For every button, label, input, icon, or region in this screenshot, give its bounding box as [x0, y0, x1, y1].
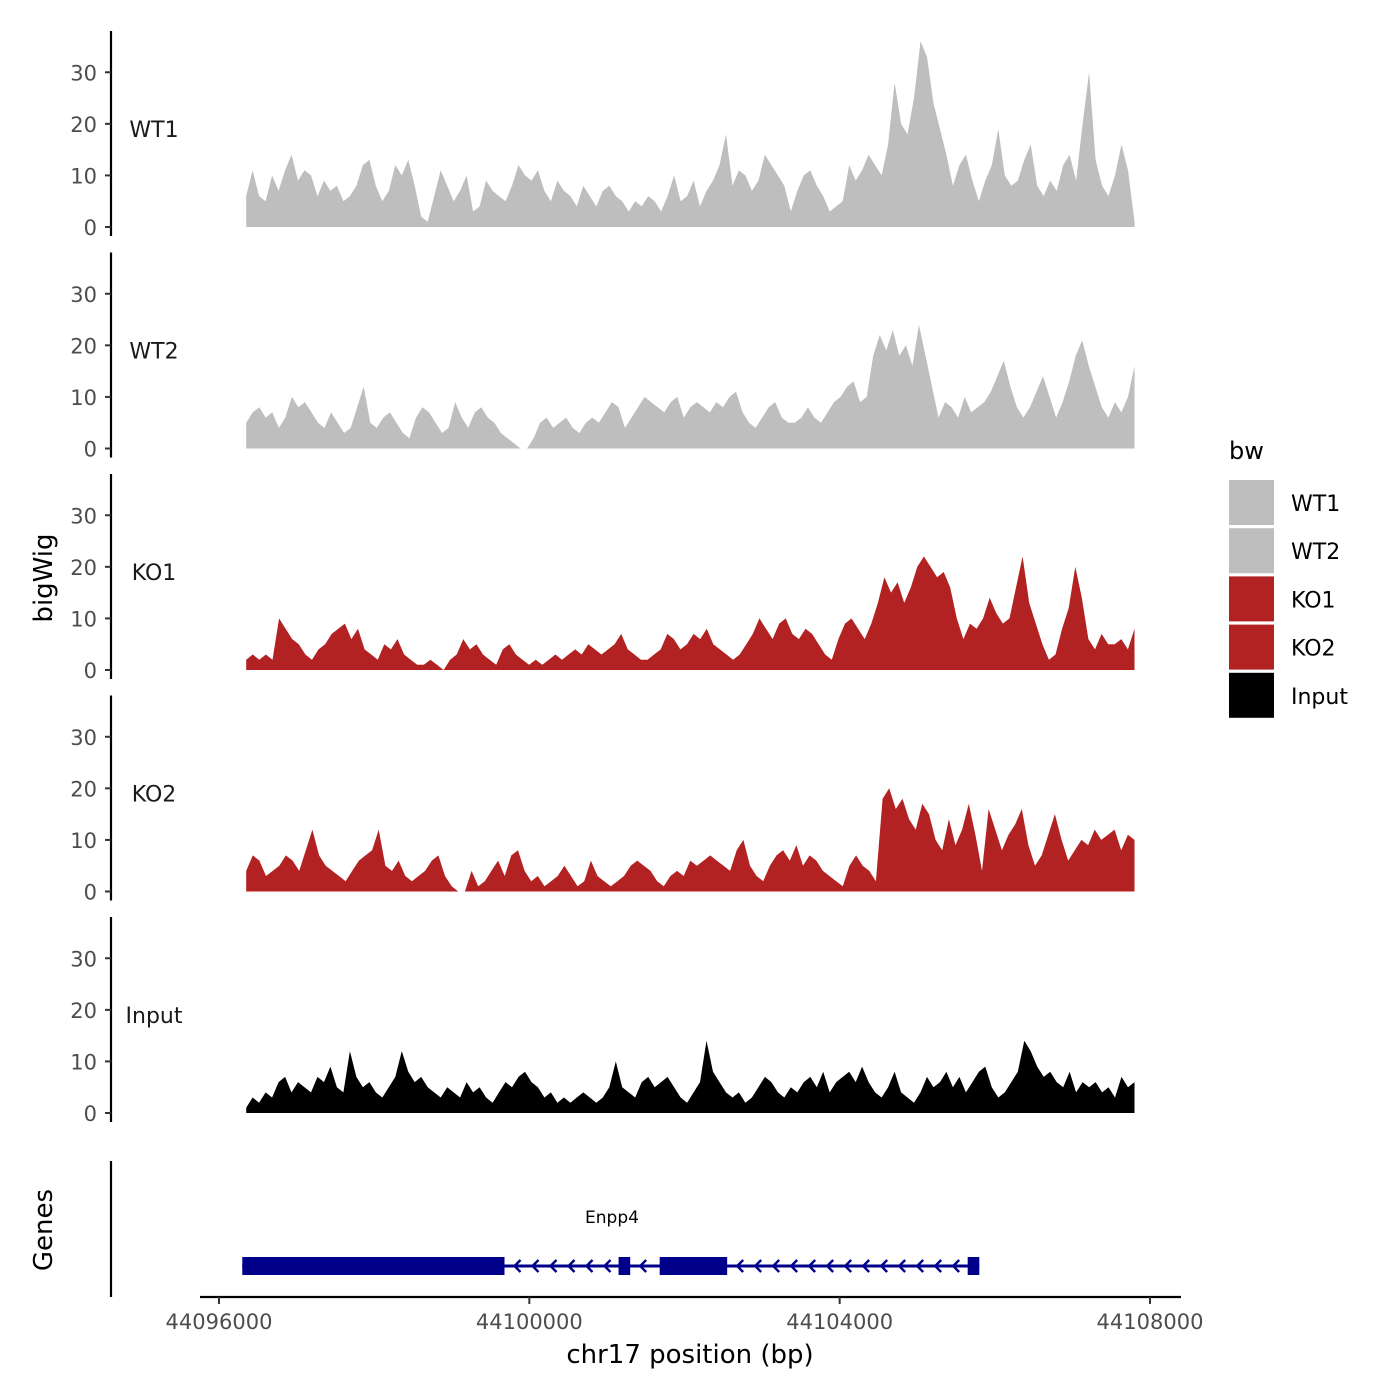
track-label: KO1: [132, 561, 177, 586]
y-tick-label: 0: [84, 438, 97, 462]
legend-swatch-wt2: [1229, 528, 1274, 574]
strand-arrow: [512, 1259, 522, 1273]
y-tick-label: 30: [70, 283, 97, 307]
strand-arrow: [933, 1259, 943, 1273]
track-panel-ko1: 0 10 20 30 KO1: [70, 474, 1135, 683]
strand-arrow: [638, 1259, 648, 1273]
y-tick-label: 30: [70, 947, 97, 971]
signal-area-input: [246, 1040, 1135, 1113]
strand-arrow: [807, 1259, 817, 1273]
x-axis: chr17 position (bp) 44096000 44100000 4410…: [166, 1295, 1204, 1370]
legend-label: WT1: [1291, 492, 1340, 517]
exon: [967, 1257, 980, 1275]
y-tick-label: 20: [70, 999, 97, 1023]
legend-title: bw: [1229, 437, 1264, 465]
track-panel-ko2: 0 10 20 30 KO2: [70, 695, 1135, 905]
signal-area-ko2: [246, 788, 1135, 892]
exon: [242, 1257, 505, 1275]
y-tick-label: 10: [70, 607, 97, 631]
y-tick-label: 30: [70, 504, 97, 528]
strand-arrow: [771, 1259, 781, 1273]
legend-swatch-input: [1229, 672, 1274, 718]
signal-area-ko1: [246, 556, 1135, 670]
legend-swatch-ko1: [1229, 576, 1274, 622]
strand-arrow: [951, 1259, 961, 1273]
y-axis-title: bigWig: [29, 533, 59, 622]
y-tick-label: 20: [70, 777, 97, 801]
y-tick-label: 10: [70, 164, 97, 188]
y-tick-label: 10: [70, 829, 97, 853]
track-panel-wt2: 0 10 20 30 WT2: [70, 252, 1135, 462]
gene-label: Enpp4: [585, 1208, 639, 1228]
y-tick-label: 30: [70, 61, 97, 85]
legend-label: KO2: [1291, 637, 1336, 662]
genes-panel: Genes Enpp4: [29, 1161, 980, 1297]
legend-swatch-ko2: [1229, 624, 1274, 670]
strand-arrow: [843, 1259, 853, 1273]
strand-arrow: [602, 1259, 612, 1273]
x-tick-label: 44100000: [476, 1310, 583, 1334]
legend-swatch-wt1: [1229, 480, 1274, 525]
y-tick-label: 0: [84, 881, 97, 905]
y-tick-label: 20: [70, 556, 97, 580]
track-label: WT1: [129, 118, 178, 143]
gene-model: [242, 1257, 980, 1275]
track-panel-input: 0 10 20 30 Input: [70, 917, 1135, 1126]
strand-arrow: [825, 1259, 835, 1273]
legend: bw WT1 WT2 KO1 KO2 Input: [1229, 437, 1348, 718]
y-tick-label: 10: [70, 1050, 97, 1074]
strand-arrow: [789, 1259, 799, 1273]
y-tick-label: 10: [70, 386, 97, 410]
strand-arrow: [861, 1259, 871, 1273]
track-panel-wt1: 0 10 20 30 WT1: [70, 31, 1135, 240]
strand-arrow: [530, 1259, 540, 1273]
x-axis-title: chr17 position (bp): [566, 1340, 813, 1370]
signal-area-wt2: [246, 324, 1135, 449]
signal-area-wt1: [246, 41, 1135, 227]
legend-label: WT2: [1291, 540, 1340, 565]
strand-arrow: [566, 1259, 576, 1273]
strand-arrow: [735, 1259, 745, 1273]
track-label: KO2: [132, 783, 177, 808]
x-tick-label: 44096000: [166, 1310, 273, 1334]
legend-label: KO1: [1291, 588, 1336, 613]
exon: [659, 1257, 728, 1275]
legend-label: Input: [1291, 685, 1348, 710]
track-label: WT2: [129, 340, 178, 365]
y-tick-label: 30: [70, 726, 97, 750]
x-tick-label: 44104000: [786, 1310, 893, 1334]
y-tick-label: 20: [70, 334, 97, 358]
exon: [618, 1257, 631, 1275]
strand-arrow: [915, 1259, 925, 1273]
y-tick-label: 0: [84, 659, 97, 683]
y-tick-label: 0: [84, 1102, 97, 1126]
strand-arrow: [897, 1259, 907, 1273]
strand-arrow: [548, 1259, 558, 1273]
strand-arrow: [879, 1259, 889, 1273]
y-tick-label: 20: [70, 113, 97, 137]
x-tick-label: 44108000: [1097, 1310, 1204, 1334]
track-label: Input: [126, 1004, 183, 1029]
track-panels: 0 10 20 30 WT1 0 10 20 30 WT2 0 10 20 30 KO1 0 10 20 30 KO2…: [70, 31, 1135, 1126]
strand-arrow: [584, 1259, 594, 1273]
strand-arrow: [753, 1259, 763, 1273]
y-tick-label: 0: [84, 216, 97, 240]
genes-axis-title: Genes: [29, 1189, 59, 1271]
